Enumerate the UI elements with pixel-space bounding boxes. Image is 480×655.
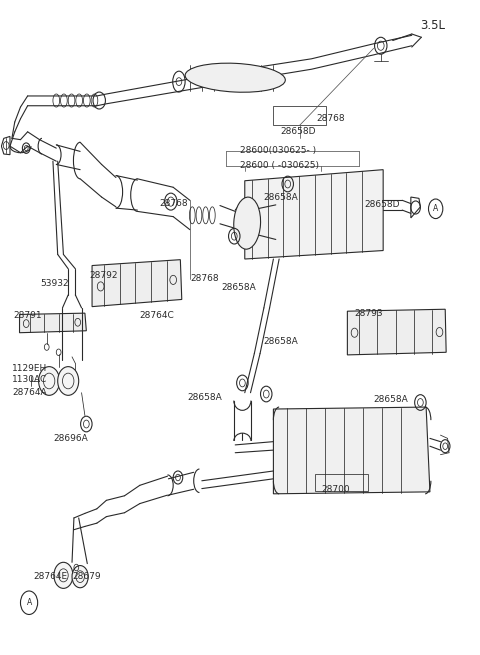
- Polygon shape: [348, 309, 446, 355]
- Text: 28658A: 28658A: [188, 394, 222, 402]
- Text: 1130AC: 1130AC: [12, 375, 47, 384]
- Text: 28696A: 28696A: [53, 434, 88, 443]
- Text: 28764C: 28764C: [140, 311, 175, 320]
- Text: 28658A: 28658A: [263, 193, 298, 202]
- Polygon shape: [92, 259, 182, 307]
- Ellipse shape: [185, 63, 285, 92]
- Text: A: A: [433, 204, 438, 214]
- Text: A: A: [26, 598, 32, 607]
- Text: 28658D: 28658D: [364, 200, 399, 210]
- Polygon shape: [274, 407, 430, 494]
- Text: 28768: 28768: [190, 274, 218, 283]
- Text: 28768: 28768: [316, 114, 345, 123]
- Text: 1129EH: 1129EH: [12, 364, 47, 373]
- Text: 28600 ( -030625): 28600 ( -030625): [240, 161, 319, 170]
- Text: 28658A: 28658A: [373, 395, 408, 403]
- Text: 28792: 28792: [90, 271, 118, 280]
- Text: 28764A: 28764A: [12, 388, 47, 397]
- Text: 28768: 28768: [159, 199, 188, 208]
- Text: 28658A: 28658A: [221, 282, 256, 291]
- Text: 28600(030625- ): 28600(030625- ): [240, 145, 316, 155]
- Text: 28658D: 28658D: [281, 127, 316, 136]
- Polygon shape: [20, 313, 86, 333]
- Text: 28658A: 28658A: [263, 337, 298, 346]
- Circle shape: [72, 565, 88, 588]
- Text: 3.5L: 3.5L: [420, 19, 445, 32]
- Circle shape: [58, 367, 79, 396]
- Text: 28700: 28700: [321, 485, 350, 494]
- Text: 28791: 28791: [13, 311, 42, 320]
- Circle shape: [54, 562, 73, 588]
- Bar: [315, 474, 368, 491]
- Text: 28764E: 28764E: [34, 572, 68, 581]
- Text: 28793: 28793: [355, 309, 383, 318]
- Polygon shape: [245, 170, 383, 259]
- Ellipse shape: [234, 197, 261, 249]
- Text: 53932: 53932: [40, 278, 69, 288]
- Circle shape: [38, 367, 60, 396]
- Bar: [274, 105, 326, 125]
- Text: 28679: 28679: [72, 572, 101, 581]
